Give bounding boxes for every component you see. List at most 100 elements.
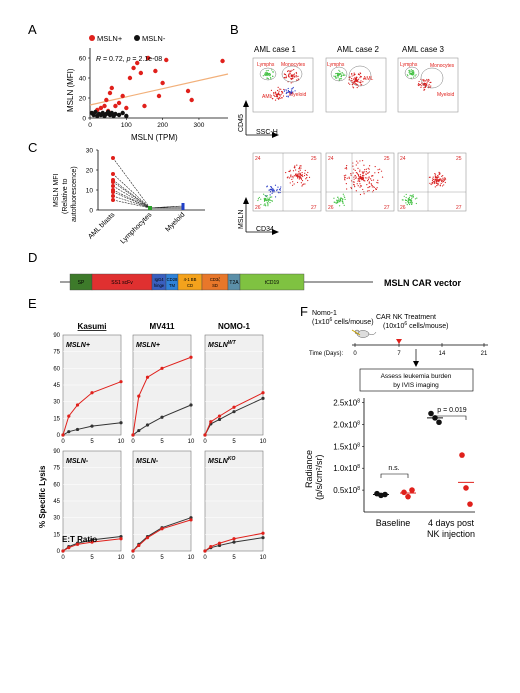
flow-dot: [273, 94, 275, 96]
flow-dot: [431, 183, 433, 185]
flow-dot: [408, 196, 410, 199]
flow-dot: [361, 177, 363, 179]
segment-label: CD28: [167, 277, 178, 282]
flow-dot: [269, 201, 271, 204]
flow-dot: [285, 77, 287, 79]
flow-dot: [258, 196, 260, 199]
series-line: [112, 179, 183, 209]
flow-dot: [303, 183, 305, 185]
data-point: [109, 85, 114, 91]
flow-dot: [355, 76, 357, 78]
flow-dot: [283, 76, 285, 79]
flow-dot: [341, 201, 344, 203]
flow-dot: [291, 184, 294, 186]
flow-dot: [352, 78, 355, 80]
lysis-point: [203, 433, 207, 437]
flow-dot: [357, 167, 359, 169]
flow-dot: [371, 186, 373, 188]
flow-dot: [290, 91, 292, 93]
series-line: [112, 173, 184, 209]
x-category-label: Myeloid: [164, 211, 186, 233]
flow-dot: [365, 173, 367, 175]
flow-dot: [279, 191, 281, 194]
time-tick-label: 21: [481, 351, 488, 357]
segment-label: IgG4: [154, 277, 164, 282]
flow-dot: [355, 83, 357, 85]
flow-dot: [269, 194, 271, 196]
flow-dot: [338, 69, 340, 71]
flow-dot: [293, 73, 296, 75]
flow-dot: [336, 77, 338, 79]
segment-label: 4-1 BB: [184, 277, 197, 282]
flow-dot: [342, 193, 344, 195]
flow-dot: [300, 178, 303, 180]
flow-dot: [272, 187, 274, 190]
e-x-tick-label: 5: [160, 555, 164, 561]
flow-dot: [290, 74, 292, 76]
segment-label: SP: [78, 280, 85, 286]
lysis-point: [261, 531, 265, 535]
flow-dot: [293, 68, 295, 71]
lysis-point: [119, 534, 123, 539]
flow-dot: [270, 186, 273, 189]
subplot-label: MSLN-: [136, 458, 159, 465]
lysis-point: [119, 380, 123, 384]
data-point: [104, 97, 109, 103]
blast-point: [111, 190, 115, 194]
flow-dot: [274, 191, 276, 193]
flow-dot: [432, 178, 435, 180]
flow-dot: [278, 93, 280, 96]
radiance-point: [401, 489, 407, 496]
flow-dot: [290, 70, 292, 73]
group-baseline: Baseline: [376, 518, 411, 528]
flow-dot: [410, 203, 413, 205]
c-ylabel-2: (Relative to: [62, 178, 69, 214]
e-x-tick-label: 0: [131, 439, 135, 445]
flow-dot: [295, 175, 298, 177]
data-point: [98, 105, 104, 111]
flow-dot: [368, 176, 370, 178]
panel-letter-e: E: [28, 296, 37, 311]
flow-dot: [430, 183, 432, 186]
e-ylabel: % Specific Lysis: [38, 465, 47, 528]
flow-dot: [300, 175, 302, 177]
segment-label: hinge: [154, 283, 165, 288]
flow-dot: [298, 168, 300, 170]
mouse-icon: [351, 329, 377, 338]
flow-dot: [421, 85, 423, 87]
gate-label: Myeloid: [289, 92, 306, 98]
flow-dot: [269, 196, 271, 198]
flow-dot: [267, 197, 269, 199]
series-line: [112, 181, 183, 209]
flow-dot: [286, 89, 288, 91]
flow-dot: [290, 82, 292, 84]
flow-dot: [437, 184, 439, 186]
lysis-point: [209, 544, 213, 549]
flow-dot: [364, 78, 366, 80]
flow-dot: [401, 199, 403, 201]
flow-dot: [354, 175, 356, 177]
flow-dot: [442, 180, 445, 183]
flow-dot: [444, 181, 446, 184]
flow-dot: [373, 186, 375, 189]
flow-dot: [275, 91, 277, 93]
flow-dot: [301, 174, 303, 176]
flow-dot: [293, 74, 295, 76]
flow-dot: [344, 198, 346, 201]
flow-dot: [359, 72, 362, 75]
flow-dot: [363, 164, 365, 166]
flow-dot: [438, 178, 440, 180]
flow-dot: [353, 184, 355, 186]
lysis-point: [75, 403, 80, 407]
flow-dot: [300, 182, 302, 184]
series-line: [112, 195, 183, 209]
flow-dot: [359, 177, 361, 179]
flow-dot: [288, 73, 290, 75]
flow-dot: [436, 179, 438, 181]
lysis-point: [67, 546, 71, 550]
flow-dot: [374, 172, 376, 174]
x-tick-label: 200: [157, 122, 168, 129]
flow-dot: [358, 74, 361, 76]
flow-dot: [292, 170, 295, 172]
flow-dot: [285, 171, 287, 174]
